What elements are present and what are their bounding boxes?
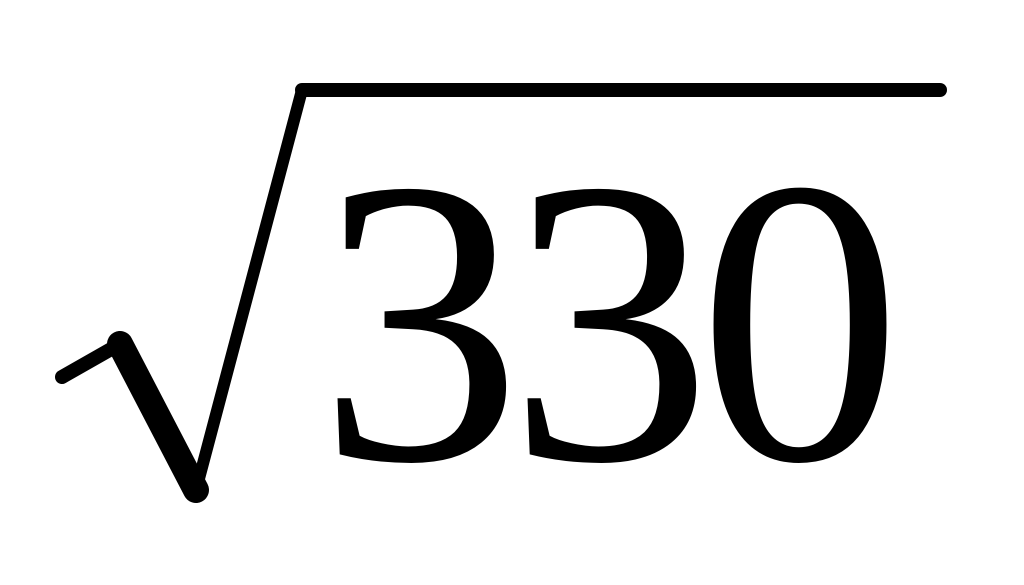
radicand-number: 330 xyxy=(318,96,902,548)
